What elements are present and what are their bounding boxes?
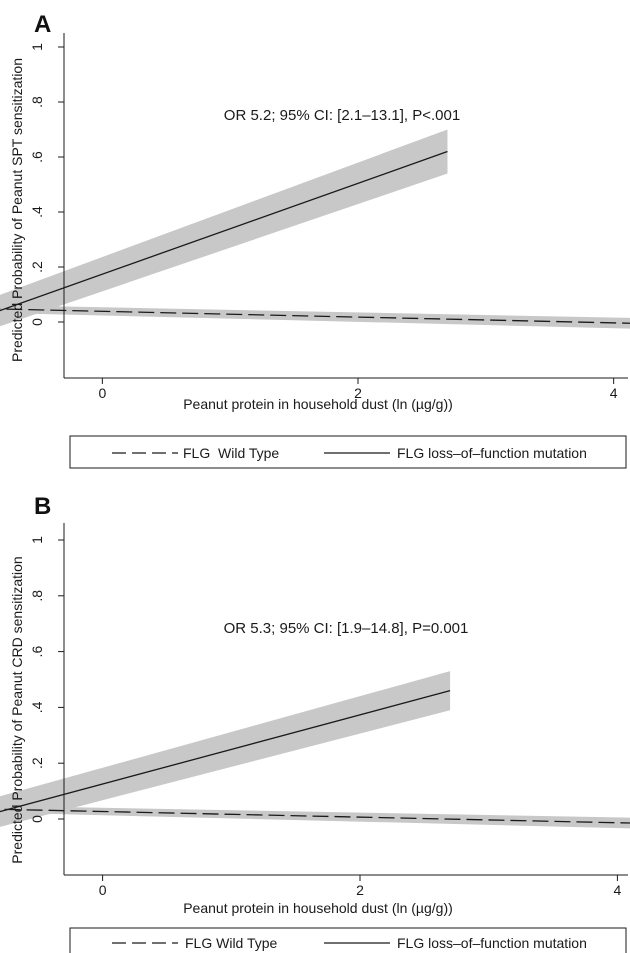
y-tick-label-a: .2: [29, 261, 45, 273]
y-tick-label-a: 1: [29, 43, 45, 51]
y-tick-label-b: 0: [29, 815, 45, 823]
x-axis-title-a: Peanut protein in household dust (ln (µg…: [183, 396, 453, 412]
y-tick-label-b: 1: [29, 536, 45, 544]
y-tick-label-a: .4: [29, 206, 45, 218]
y-tick-label-b: .6: [29, 646, 45, 658]
series-line-mutation-b: [0, 690, 451, 813]
y-tick-label-b: .4: [29, 701, 45, 713]
series-line-mutation-a: [0, 150, 448, 312]
series-line-wild-type-a: [0, 308, 630, 324]
y-axis-title-b: Predicted Probability of Peanut CRD sens…: [9, 556, 25, 863]
y-tick-label-a: .8: [29, 96, 45, 108]
legend-box-a: [69, 435, 627, 469]
y-tick-label-a: 0: [29, 318, 45, 326]
annotation-a: OR 5.2; 95% CI: [2.1–13.1], P<.001: [224, 107, 460, 124]
ci-band-mutation-b: [0, 671, 451, 827]
x-axis-title-b: Peanut protein in household dust (ln (µg…: [183, 900, 453, 916]
y-tick-label-b: .8: [29, 590, 45, 602]
legend-a: FLG Wild Type FLG loss–of–function mutat…: [69, 435, 627, 469]
legend-label-mutation-b: FLG loss–of–function mutation: [397, 935, 587, 951]
ci-band-wild-type-a: [0, 305, 630, 329]
legend-label-wild-type-a: FLG Wild Type: [183, 445, 279, 461]
y-tick-label-a: .6: [29, 151, 45, 163]
annotation-b: OR 5.3; 95% CI: [1.9–14.8], P=0.001: [224, 620, 469, 637]
y-axis-title-a: Predicted Probability of Peanut SPT sens…: [9, 58, 25, 362]
x-tick-label-a: 4: [610, 385, 618, 401]
legend-b: FLG Wild Type FLG loss–of–function mutat…: [69, 927, 627, 953]
panel-label-a: A: [34, 11, 51, 38]
x-tick-label-a: 0: [98, 385, 106, 401]
x-tick-label-b: 4: [613, 882, 621, 898]
legend-label-wild-type-b: FLG Wild Type: [185, 935, 278, 951]
ci-band-mutation-a: [0, 129, 448, 327]
y-tick-label-b: .2: [29, 757, 45, 769]
panel-a: A −202460.2.4.6.81 OR 5.2; 95% CI: [2.1–…: [0, 11, 630, 469]
legend-box-b: [69, 927, 627, 953]
x-tick-label-b: 0: [99, 882, 107, 898]
series-line-wild-type-b: [0, 808, 630, 824]
legend-label-mutation-a: FLG loss–of–function mutation: [397, 445, 587, 461]
x-tick-label-a: 2: [354, 385, 362, 401]
panel-b: B −202460.2.4.6.81 OR 5.3; 95% CI: [1.9–…: [0, 493, 630, 953]
x-tick-label-b: 2: [356, 882, 364, 898]
ci-band-wild-type-b: [0, 805, 630, 829]
panel-label-b: B: [34, 493, 51, 520]
